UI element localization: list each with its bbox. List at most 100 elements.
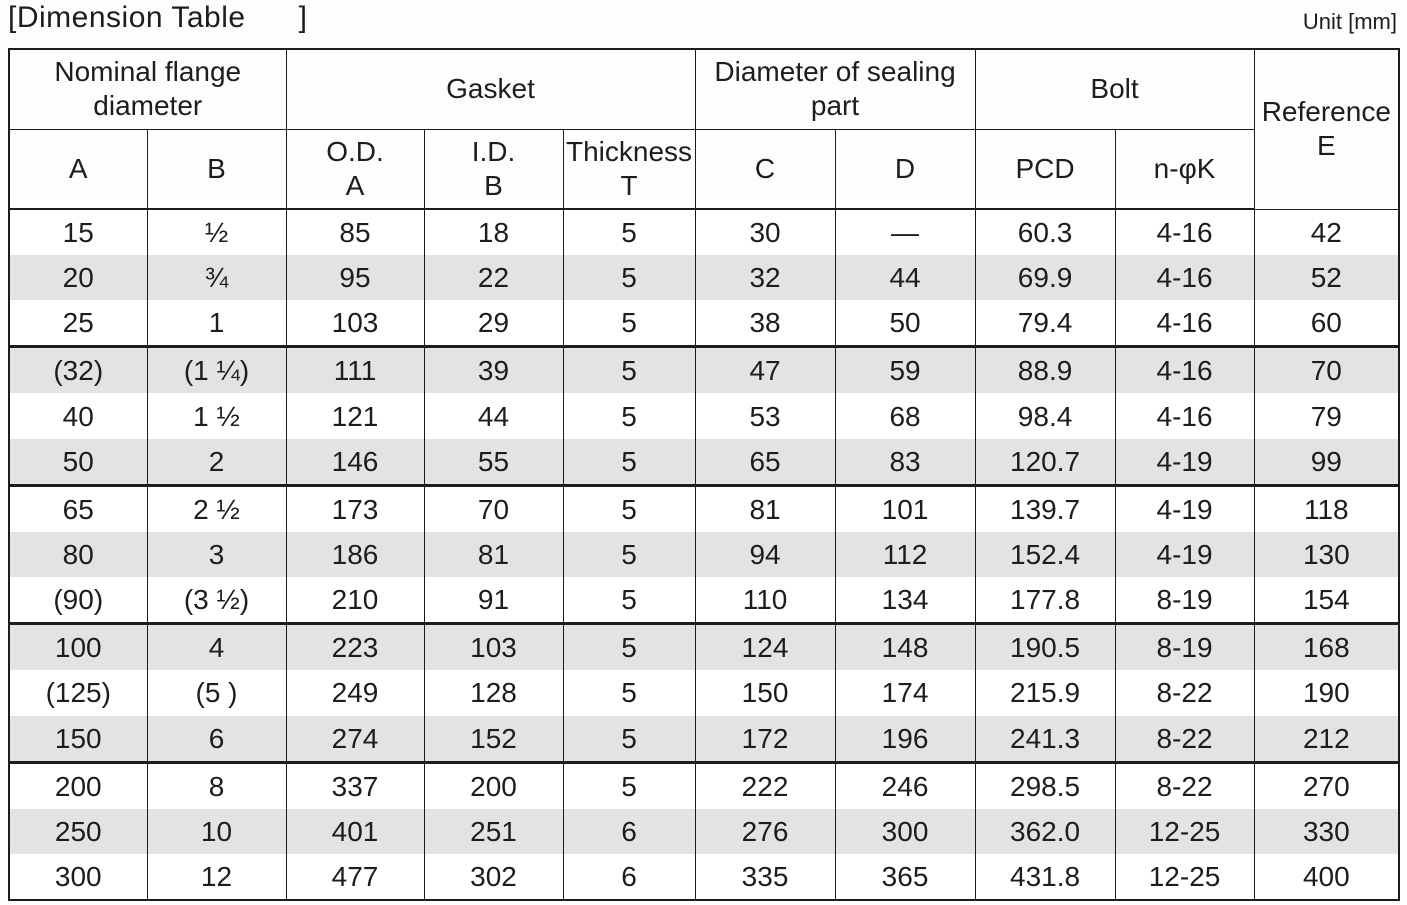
- column-header-line: D: [894, 152, 916, 184]
- table-cell: 4-16: [1114, 209, 1255, 255]
- table-cell: 8-19: [1114, 623, 1255, 671]
- table-cell: 150: [694, 670, 836, 716]
- table-cell: 32: [694, 255, 836, 301]
- table-cell: 44: [423, 393, 564, 439]
- table-cell: 4-19: [1114, 485, 1255, 532]
- table-cell: (125): [8, 670, 148, 716]
- table-cell: 330: [1253, 808, 1400, 854]
- group-header-line: Diameter of sealing: [714, 56, 956, 88]
- group-header-bolt: Bolt: [974, 49, 1255, 130]
- table-cell: 139.7: [974, 485, 1116, 532]
- table-cell: 150: [8, 715, 148, 764]
- table-cell: 172: [694, 715, 836, 764]
- table-cell: 190.5: [974, 623, 1116, 671]
- table-row: 200 8 337 200 5 222 246 298.5 8-22 270: [8, 762, 1400, 809]
- table-cell: 5: [562, 300, 696, 349]
- column-header-line: E: [1316, 130, 1336, 162]
- table-cell: (3 ½): [146, 577, 287, 626]
- table-cell: 152: [423, 715, 564, 764]
- table-cell: 44: [834, 255, 976, 301]
- table-cell: 118: [1253, 485, 1400, 532]
- table-cell: 200: [423, 762, 564, 809]
- table-cell: 6: [146, 715, 287, 764]
- table-cell: 50: [834, 300, 976, 349]
- table-cell: 3: [146, 531, 287, 578]
- table-cell: 365: [834, 853, 976, 900]
- table-cell: 59: [834, 346, 976, 394]
- table-row: (125) (5 ) 249 128 5 150 174 215.9 8-22 190: [8, 670, 1400, 716]
- table-cell: 5: [562, 438, 696, 487]
- dimension-table: Nominal flange diameter Gasket Diameter …: [8, 48, 1401, 901]
- table-row: 50 2 146 55 5 65 83 120.7 4-19 99: [8, 438, 1400, 487]
- table-cell: 121: [285, 393, 425, 439]
- table-cell: 39: [423, 346, 564, 394]
- group-header-line: part: [810, 90, 860, 122]
- table-cell: 18: [423, 209, 564, 255]
- table-cell: 186: [285, 531, 425, 578]
- table-cell: 246: [834, 762, 976, 809]
- table-cell: 40: [8, 393, 148, 439]
- table-cell: 94: [694, 531, 836, 578]
- table-row: (32) (1 ¼) 111 39 5 47 59 88.9 4-16 70: [8, 346, 1400, 394]
- table-body: 15 ½ 85 18 5 30—60.3 4-16 42 20 ¾ 95 22 5 32 44 69.9 4-1…: [8, 209, 1400, 900]
- table-cell: 477: [285, 853, 425, 900]
- table-cell: 5: [562, 762, 696, 809]
- table-cell: 4-16: [1114, 393, 1255, 439]
- table-cell: 10: [146, 808, 287, 854]
- table-cell: 70: [1253, 346, 1400, 394]
- table-cell: 47: [694, 346, 836, 394]
- table-cell: 5: [562, 393, 696, 439]
- table-row: 40 1 ½ 121 44 5 53 68 98.4 4-16 79: [8, 393, 1400, 439]
- table-cell: 4-19: [1114, 438, 1255, 487]
- table-cell: 300: [8, 853, 148, 900]
- table-cell: 112: [834, 531, 976, 578]
- table-cell: 4: [146, 623, 287, 671]
- table-cell: 190: [1253, 670, 1400, 716]
- table-cell: 249: [285, 670, 425, 716]
- table-row: 300 12 477 302 6 335 365 431.8 12-25 400: [8, 853, 1400, 900]
- table-cell: 85: [285, 209, 425, 255]
- table-cell: 168: [1253, 623, 1400, 671]
- table-cell: 401: [285, 808, 425, 854]
- table-cell: 251: [423, 808, 564, 854]
- column-header-line: Thickness: [565, 135, 693, 167]
- column-header-line: T: [620, 169, 638, 201]
- table-cell: 5: [562, 346, 696, 394]
- column-header-line: Reference: [1261, 96, 1391, 128]
- table-cell: 68: [834, 393, 976, 439]
- table-cell: 134: [834, 577, 976, 626]
- table-cell: 65: [694, 438, 836, 487]
- table-cell: 111: [285, 346, 425, 394]
- table-cell: 250: [8, 808, 148, 854]
- table-cell: 174: [834, 670, 976, 716]
- table-cell: 431.8: [974, 853, 1116, 900]
- table-cell: 79.4: [974, 300, 1116, 349]
- table-cell: 52: [1253, 255, 1400, 301]
- group-header-gasket: Gasket: [285, 49, 696, 130]
- table-cell: 101: [834, 485, 976, 532]
- group-header-line: Gasket: [446, 73, 535, 105]
- table-cell: 8-19: [1114, 577, 1255, 626]
- table-cell: 69.9: [974, 255, 1116, 301]
- table-cell: 103: [285, 300, 425, 349]
- table-cell: 42: [1253, 209, 1400, 255]
- unit-label: Unit [mm]: [1302, 9, 1397, 34]
- table-cell: 88.9: [974, 346, 1116, 394]
- table-cell: 91: [423, 577, 564, 626]
- table-cell: 152.4: [974, 531, 1116, 578]
- table-row: 65 2 ½ 173 70 5 81 101 139.7 4-19 118: [8, 485, 1400, 532]
- table-cell: 100: [8, 623, 148, 671]
- table-cell: 60: [1253, 300, 1400, 349]
- table-cell: 98.4: [974, 393, 1116, 439]
- table-cell: 1: [146, 300, 287, 349]
- table-cell: 8: [146, 762, 287, 809]
- table-row: 15 ½ 85 18 5 30—60.3 4-16 42: [8, 209, 1400, 255]
- table-cell: 29: [423, 300, 564, 349]
- table-cell: 223: [285, 623, 425, 671]
- table-cell: 110: [694, 577, 836, 626]
- table-cell: 15: [8, 209, 148, 255]
- table-cell: 4-19: [1114, 531, 1255, 578]
- table-cell: 5: [562, 255, 696, 301]
- column-header-d: D: [834, 129, 976, 210]
